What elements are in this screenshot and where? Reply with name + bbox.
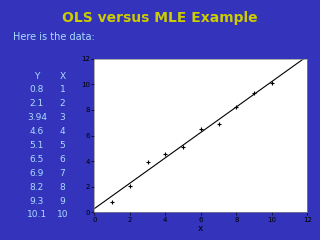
Text: X: X xyxy=(59,72,66,81)
Text: 4.6: 4.6 xyxy=(30,127,44,136)
Text: 0.8: 0.8 xyxy=(30,85,44,94)
Text: 9.3: 9.3 xyxy=(30,197,44,205)
Text: 6.9: 6.9 xyxy=(30,169,44,178)
Text: 5: 5 xyxy=(60,141,65,150)
X-axis label: x: x xyxy=(198,224,204,233)
Text: 3: 3 xyxy=(60,113,65,122)
Text: 2.1: 2.1 xyxy=(30,99,44,108)
Text: 8.2: 8.2 xyxy=(30,183,44,192)
Text: 5.1: 5.1 xyxy=(30,141,44,150)
Text: 3.94: 3.94 xyxy=(27,113,47,122)
Text: 1: 1 xyxy=(60,85,65,94)
Text: 9: 9 xyxy=(60,197,65,205)
Text: 4: 4 xyxy=(60,127,65,136)
Text: Y: Y xyxy=(34,72,39,81)
Text: OLS versus MLE Example: OLS versus MLE Example xyxy=(62,11,258,25)
Text: 2: 2 xyxy=(60,99,65,108)
Text: 7: 7 xyxy=(60,169,65,178)
Text: 6.5: 6.5 xyxy=(30,155,44,164)
Text: Here is the data:: Here is the data: xyxy=(13,32,94,42)
Text: 6: 6 xyxy=(60,155,65,164)
Text: 10.1: 10.1 xyxy=(27,210,47,219)
Text: 8: 8 xyxy=(60,183,65,192)
Text: 10: 10 xyxy=(57,210,68,219)
